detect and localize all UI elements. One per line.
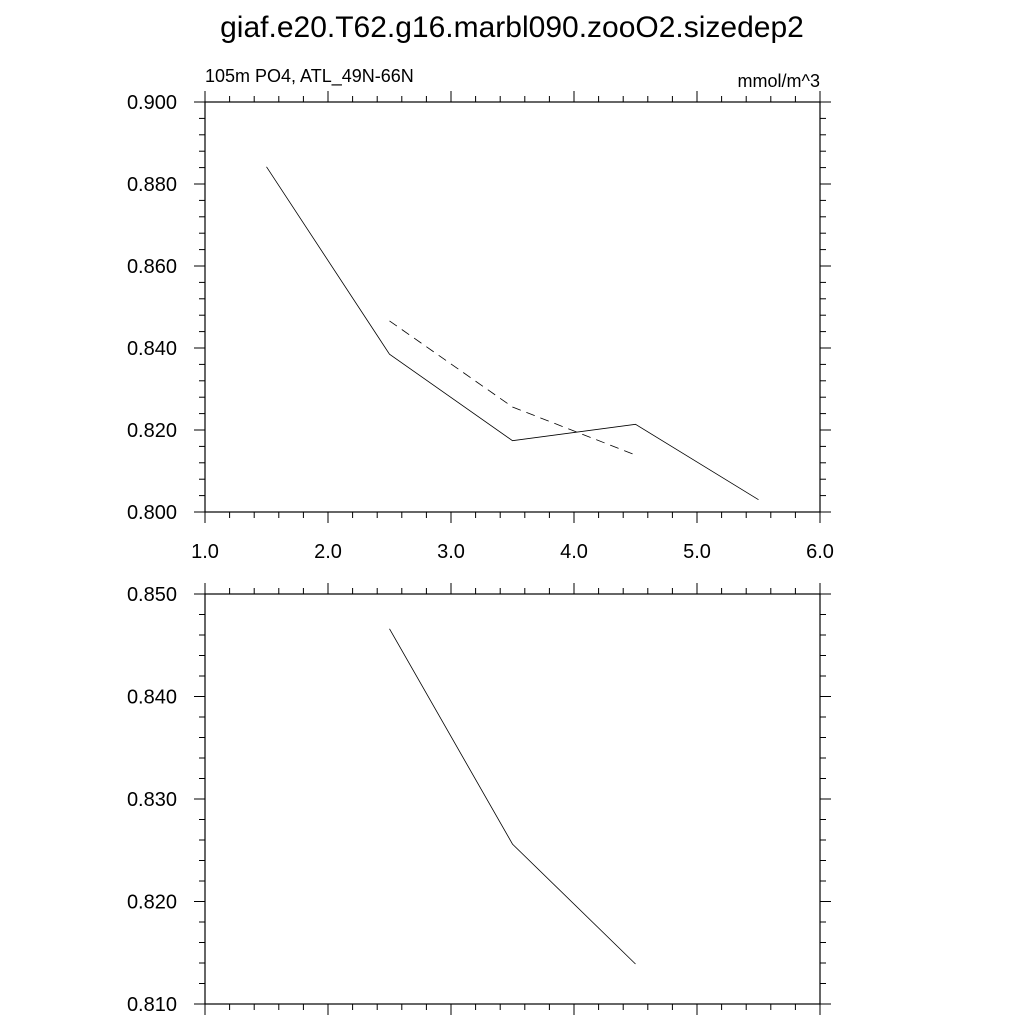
top-panel: 1.0 2.0 3.0 4.0 5.0 6.00.8000.8200.8400.8600.… — [127, 66, 834, 563]
y-tick-label: 0.810 — [127, 994, 177, 1016]
x-tick-label: 4.0 — [560, 541, 588, 563]
panel-1-left-string: 105m PO4, ATL_49N-66N — [205, 66, 414, 87]
y-tick-label: 0.800 — [127, 502, 177, 524]
panel-1-series-2-line — [389, 320, 636, 456]
y-tick-label: 0.900 — [127, 92, 177, 114]
x-tick-label: 1.0 — [191, 541, 219, 563]
y-tick-label: 0.840 — [127, 687, 177, 709]
y-tick-label: 0.830 — [127, 789, 177, 811]
x-tick-label: 6.0 — [806, 541, 834, 563]
panel-1-series-1-line — [266, 166, 759, 501]
y-tick-label: 0.850 — [127, 584, 177, 606]
panel-2-series-1-line — [389, 628, 636, 965]
y-tick-label: 0.840 — [127, 338, 177, 360]
panel-1-right-string: mmol/m^3 — [738, 71, 820, 91]
x-tick-label: 2.0 — [314, 541, 342, 563]
bottom-panel: 0.810 0.820 0.830 0.840 0.850 — [127, 583, 831, 1016]
x-tick-label: 3.0 — [437, 541, 465, 563]
y-tick-label: 0.820 — [127, 892, 177, 914]
x-tick-label: 5.0 — [683, 541, 711, 563]
y-tick-label: 0.820 — [127, 420, 177, 442]
panel-1-frame — [204, 101, 821, 513]
panel-1-y-axis: 0.800 0.820 0.840 0.860 0.880 0.900 — [127, 92, 831, 524]
panel-1-x-axis: 1.0 2.0 3.0 4.0 5.0 6.0 — [191, 91, 834, 563]
panel-2-x-axis — [204, 583, 821, 1015]
panel-2-y-axis: 0.810 0.820 0.830 0.840 0.850 — [127, 584, 831, 1016]
y-tick-label: 0.880 — [127, 174, 177, 196]
panel-2-frame — [204, 593, 821, 1005]
y-tick-label: 0.860 — [127, 256, 177, 278]
figure-title: giaf.e20.T62.g16.marbl090.zooO2.sizedep2 — [220, 11, 804, 44]
